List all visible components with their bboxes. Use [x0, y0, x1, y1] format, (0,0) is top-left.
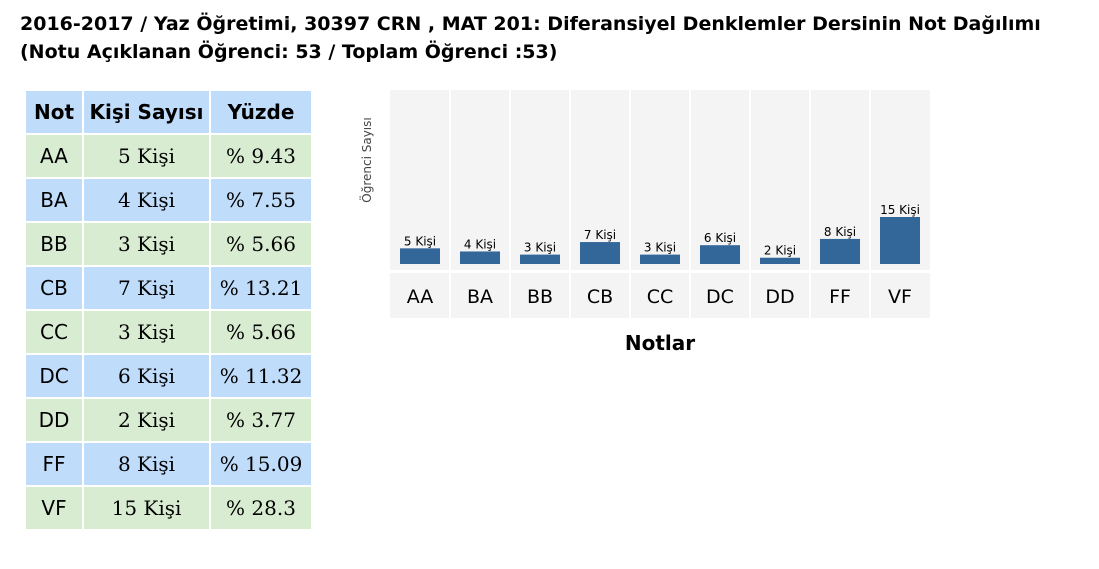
table-row: BA 4 Kişi% 7.55 — [26, 179, 311, 221]
x-axis-band — [390, 273, 930, 318]
grade-cell: DD — [26, 399, 82, 441]
bar — [460, 251, 500, 264]
bar — [520, 254, 560, 264]
grade-cell: BB — [26, 223, 82, 265]
x-axis-title: Notlar — [625, 331, 695, 355]
header-percent: Yüzde — [211, 91, 311, 133]
bar — [580, 242, 620, 264]
grade-cell: BA — [26, 179, 82, 221]
percent-cell: % 5.66 — [211, 223, 311, 265]
y-axis-title: Öğrenci Sayısı — [358, 117, 374, 202]
x-tick-label: FF — [829, 286, 851, 308]
percent-cell: % 3.77 — [211, 399, 311, 441]
table-row: FF 8 Kişi% 15.09 — [26, 443, 311, 485]
table-row: DD 2 Kişi% 3.77 — [26, 399, 311, 441]
table-row: AA 5 Kişi% 9.43 — [26, 135, 311, 177]
grade-cell: DC — [26, 355, 82, 397]
page-title: 2016-2017 / Yaz Öğretimi, 30397 CRN , MA… — [20, 10, 1095, 66]
percent-cell: % 9.43 — [211, 135, 311, 177]
count-cell: 8 Kişi — [84, 443, 209, 485]
x-tick-label: AA — [407, 286, 434, 308]
grade-cell: VF — [26, 487, 82, 529]
data-label: 2 Kişi — [764, 244, 796, 258]
table-body: AA 5 Kişi% 9.43 BA 4 Kişi% 7.55 BB 3 Kişi% 5.… — [26, 135, 311, 529]
x-tick-label: CB — [587, 286, 613, 308]
count-cell: 3 Kişi — [84, 223, 209, 265]
bar — [760, 257, 800, 264]
x-tick-label: CC — [647, 286, 674, 308]
grade-cell: FF — [26, 443, 82, 485]
title-line-2: (Notu Açıklanan Öğrenci: 53 / Toplam Öğr… — [20, 41, 558, 63]
data-label: 15 Kişi — [880, 203, 920, 217]
x-tick-label: BA — [467, 286, 493, 308]
x-tick-label: VF — [888, 286, 912, 308]
grade-cell: CB — [26, 267, 82, 309]
header-count: Kişi Sayısı — [84, 91, 209, 133]
percent-cell: % 28.3 — [211, 487, 311, 529]
count-cell: 3 Kişi — [84, 311, 209, 353]
percent-cell: % 11.32 — [211, 355, 311, 397]
count-cell: 6 Kişi — [84, 355, 209, 397]
data-label: 3 Kişi — [524, 241, 556, 255]
count-cell: 15 Kişi — [84, 487, 209, 529]
header-grade: Not — [26, 91, 82, 133]
table-row: VF 15 Kişi% 28.3 — [26, 487, 311, 529]
bar — [820, 238, 860, 264]
x-tick-label: DD — [765, 286, 794, 308]
data-label: 4 Kişi — [464, 237, 496, 251]
bar — [640, 254, 680, 264]
count-cell: 4 Kişi — [84, 179, 209, 221]
table-row: BB 3 Kişi% 5.66 — [26, 223, 311, 265]
percent-cell: % 13.21 — [211, 267, 311, 309]
chart-svg: 5 Kişi AA 4 Kişi BA 3 Kişi BB 7 Kişi CB 3 Kişi CC… — [358, 90, 930, 355]
data-label: 7 Kişi — [584, 228, 616, 242]
table-row: CC 3 Kişi% 5.66 — [26, 311, 311, 353]
table-row: CB 7 Kişi% 13.21 — [26, 267, 311, 309]
data-label: 3 Kişi — [644, 241, 676, 255]
grade-distribution-table: Not Kişi Sayısı Yüzde AA 5 Kişi% 9.43 BA 4 … — [24, 89, 313, 531]
data-label: 5 Kişi — [404, 234, 436, 248]
title-line-1: 2016-2017 / Yaz Öğretimi, 30397 CRN , MA… — [20, 13, 1041, 35]
x-tick-label: BB — [527, 286, 553, 308]
grade-cell: AA — [26, 135, 82, 177]
table-header-row: Not Kişi Sayısı Yüzde — [26, 91, 311, 133]
data-label: 6 Kişi — [704, 231, 736, 245]
percent-cell: % 7.55 — [211, 179, 311, 221]
percent-cell: % 5.66 — [211, 311, 311, 353]
x-tick-label: DC — [706, 286, 734, 308]
percent-cell: % 15.09 — [211, 443, 311, 485]
grade-bar-chart: 5 Kişi AA 4 Kişi BA 3 Kişi BB 7 Kişi CB 3 Kişi CC… — [352, 88, 942, 358]
bar — [700, 245, 740, 264]
count-cell: 2 Kişi — [84, 399, 209, 441]
count-cell: 7 Kişi — [84, 267, 209, 309]
data-label: 8 Kişi — [824, 225, 856, 239]
table-row: DC 6 Kişi% 11.32 — [26, 355, 311, 397]
grade-cell: CC — [26, 311, 82, 353]
count-cell: 5 Kişi — [84, 135, 209, 177]
bar — [400, 248, 440, 264]
bar — [880, 217, 920, 264]
